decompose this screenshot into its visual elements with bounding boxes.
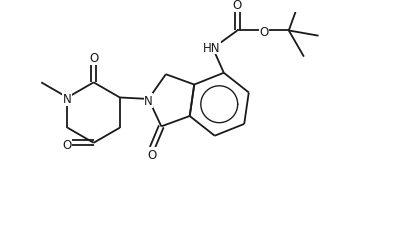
Text: O: O	[89, 52, 98, 65]
Text: HN: HN	[202, 41, 220, 54]
Text: O: O	[232, 0, 241, 12]
Text: O: O	[62, 138, 72, 151]
Text: N: N	[63, 93, 72, 106]
Text: N: N	[144, 95, 153, 108]
Text: O: O	[259, 26, 268, 39]
Text: O: O	[147, 148, 156, 161]
